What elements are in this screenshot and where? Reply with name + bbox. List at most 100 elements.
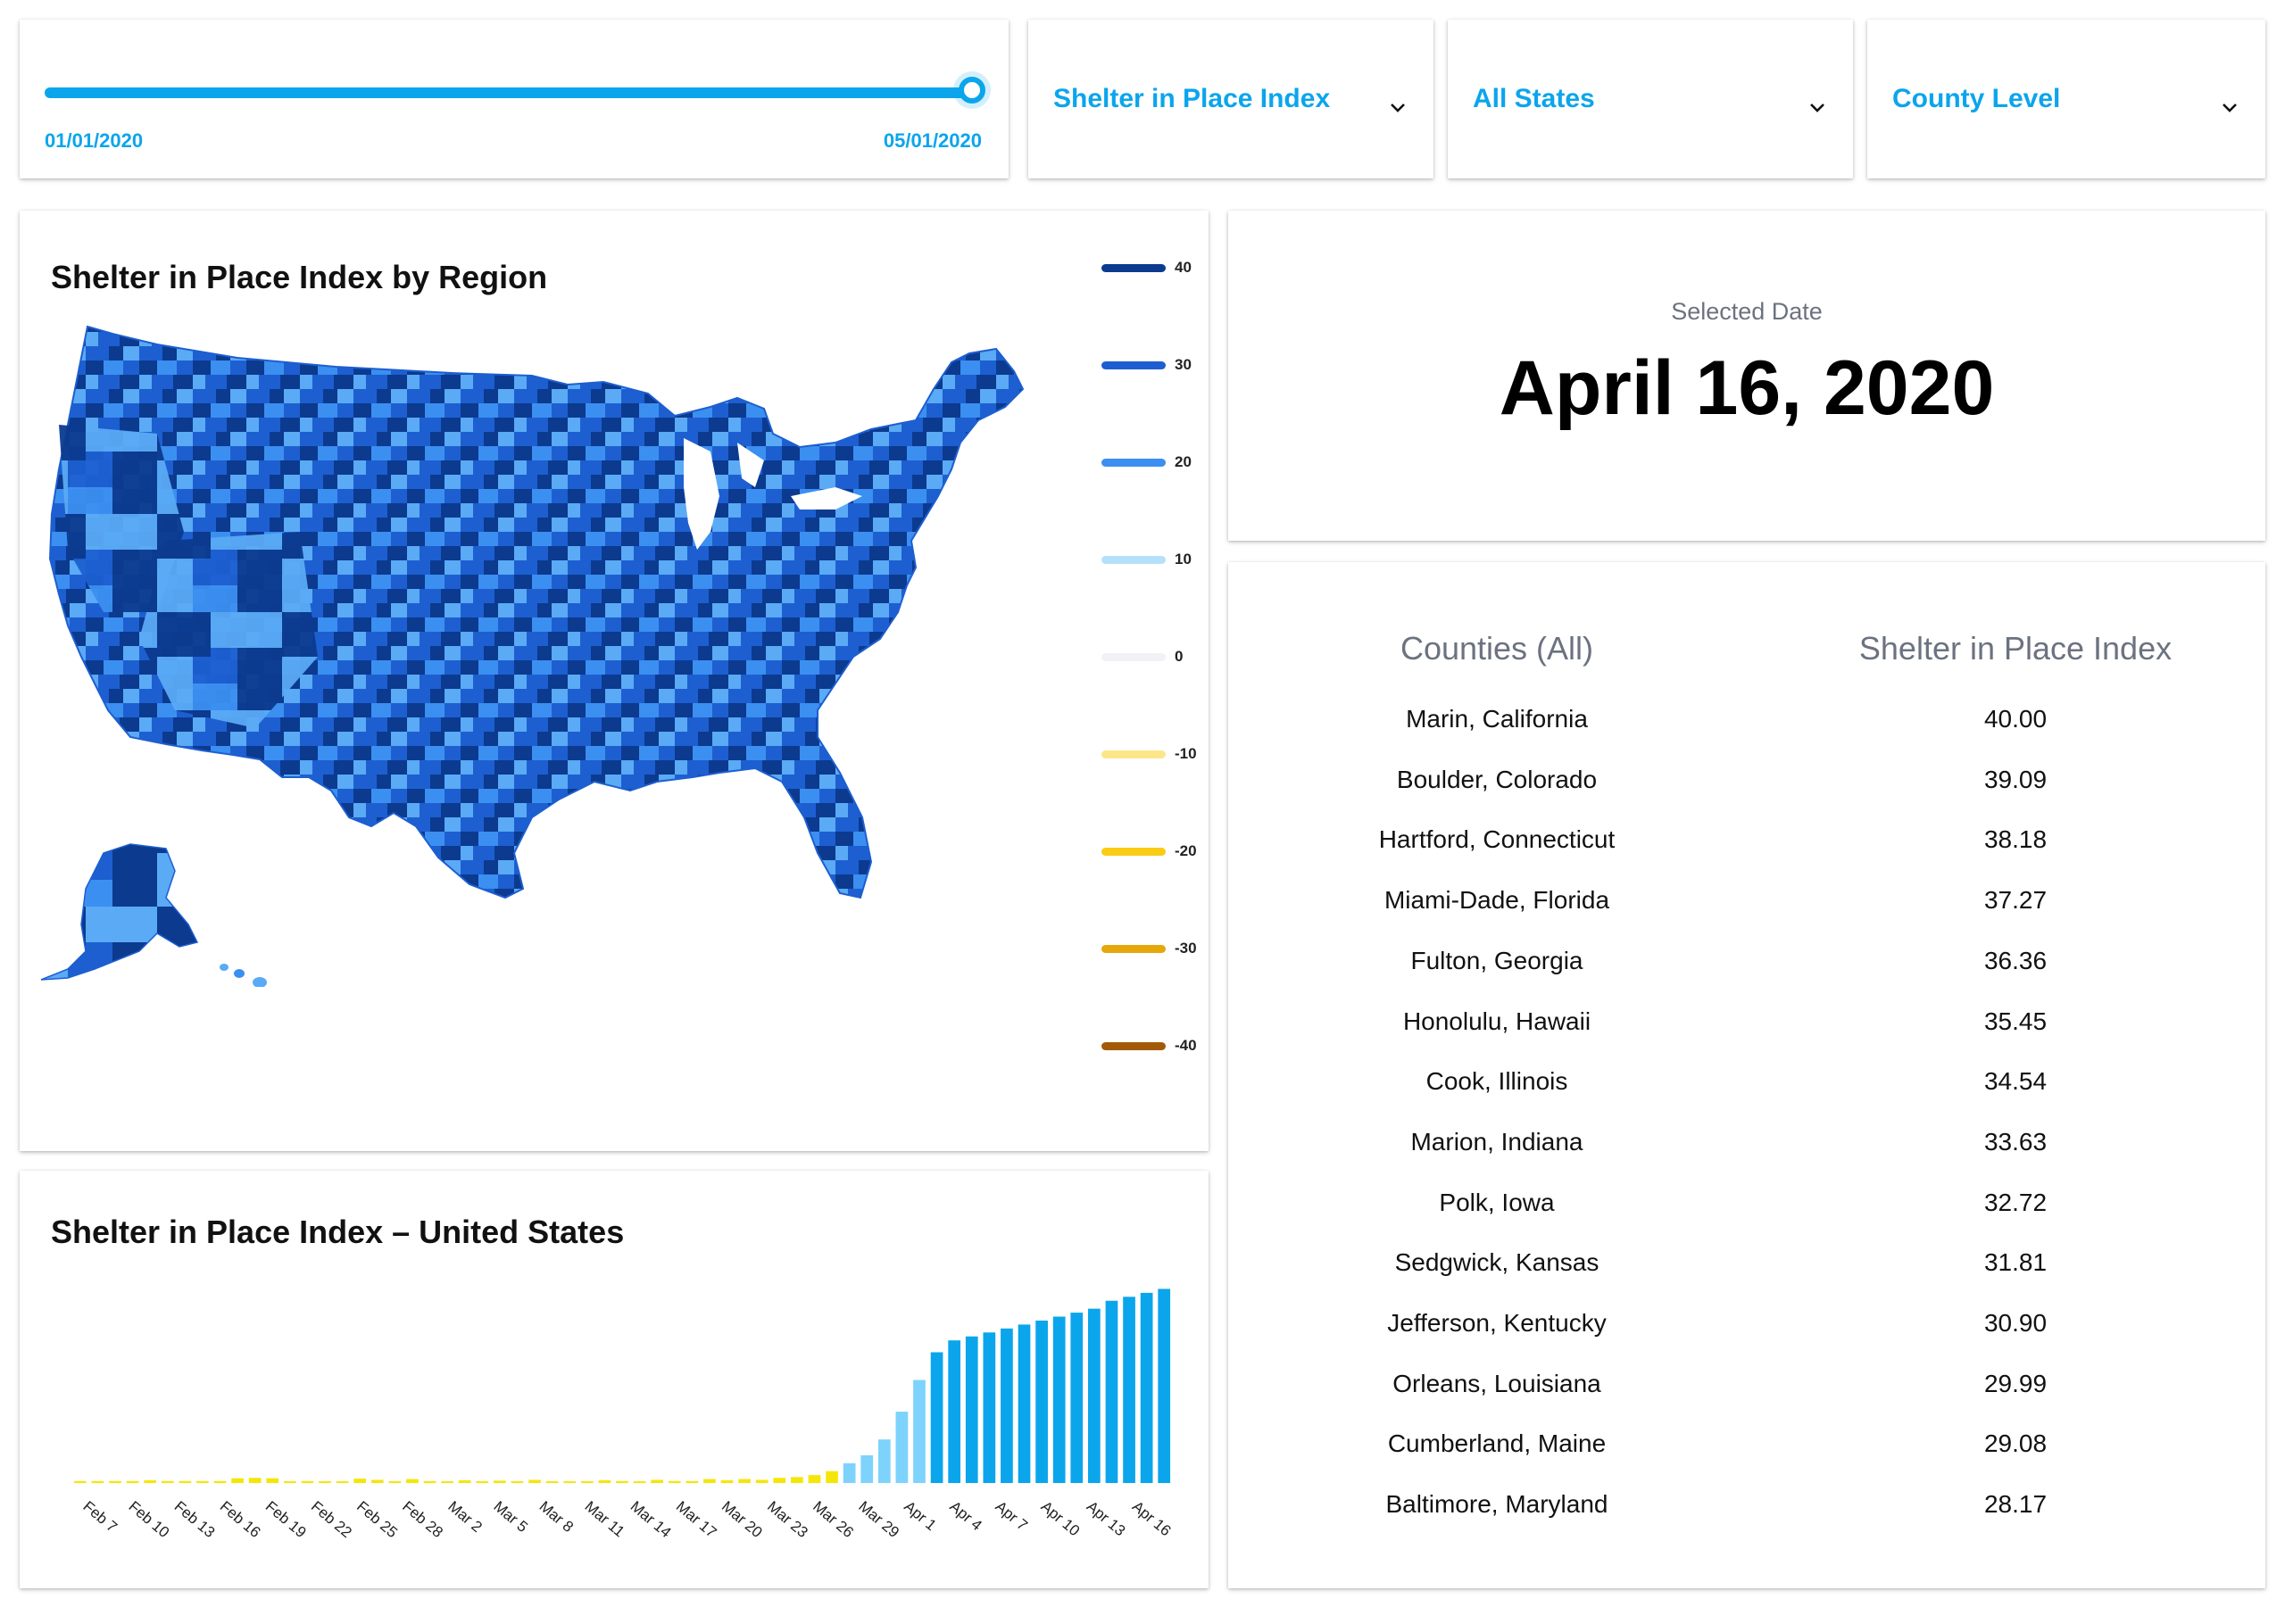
table-cell-county: Marin, California xyxy=(1406,705,1588,733)
level-dropdown[interactable]: County Level xyxy=(1867,20,2265,178)
chart-bar[interactable] xyxy=(266,1478,279,1483)
chart-bar[interactable] xyxy=(877,1439,891,1483)
chart-bar[interactable] xyxy=(458,1479,471,1483)
table-cell-county: Orleans, Louisiana xyxy=(1392,1369,1601,1397)
legend-item: 20 xyxy=(1101,453,1209,471)
chart-bar[interactable] xyxy=(1088,1308,1101,1483)
chart-bar[interactable] xyxy=(196,1480,209,1483)
chart-bar[interactable] xyxy=(616,1480,628,1483)
chart-bar[interactable] xyxy=(633,1481,646,1483)
x-tick-label: Apr 10 xyxy=(1038,1498,1084,1540)
state-dropdown[interactable]: All States xyxy=(1448,20,1853,178)
chart-bar[interactable] xyxy=(1140,1292,1153,1483)
chart-bar[interactable] xyxy=(1035,1320,1048,1483)
chart-bar[interactable] xyxy=(703,1479,716,1483)
chart-bar[interactable] xyxy=(179,1480,192,1483)
chart-bar[interactable] xyxy=(668,1480,681,1483)
legend-item: -20 xyxy=(1101,842,1209,860)
chart-bar[interactable] xyxy=(598,1479,611,1483)
chart-bar[interactable] xyxy=(965,1336,978,1483)
chart-bar[interactable] xyxy=(773,1478,786,1483)
legend-swatch xyxy=(1101,361,1166,369)
table-cell-index: 28.17 xyxy=(1983,1490,2048,1519)
chart-bar[interactable] xyxy=(353,1479,367,1483)
legend-swatch xyxy=(1101,945,1166,953)
chart-bar[interactable] xyxy=(441,1481,453,1483)
us-county-map[interactable] xyxy=(32,318,1103,987)
chart-bar[interactable] xyxy=(388,1481,402,1483)
chart-bar[interactable] xyxy=(720,1479,734,1483)
chart-bar[interactable] xyxy=(895,1412,909,1483)
chart-bar[interactable] xyxy=(563,1481,577,1483)
chart-bar[interactable] xyxy=(126,1480,139,1483)
chart-bar[interactable] xyxy=(913,1380,926,1483)
x-tick-label: Feb 10 xyxy=(126,1498,173,1542)
chart-bar[interactable] xyxy=(161,1480,174,1483)
chart-bar[interactable] xyxy=(1123,1297,1135,1483)
chart-bar[interactable] xyxy=(755,1479,769,1483)
chart-bar[interactable] xyxy=(948,1340,961,1483)
legend-item: 30 xyxy=(1101,356,1209,374)
chart-bar[interactable] xyxy=(511,1481,524,1483)
x-tick-label: Mar 14 xyxy=(627,1498,675,1542)
chart-bar[interactable] xyxy=(808,1475,821,1483)
level-dropdown-label: County Level xyxy=(1892,84,2061,113)
chart-bar[interactable] xyxy=(686,1480,699,1483)
chart-bar[interactable] xyxy=(545,1481,559,1483)
selected-date-value: April 16, 2020 xyxy=(1499,345,1995,431)
chart-bar[interactable] xyxy=(791,1477,803,1483)
metric-dropdown[interactable]: Shelter in Place Index xyxy=(1028,20,1433,178)
chart-bar[interactable] xyxy=(1052,1316,1066,1483)
state-dropdown-label: All States xyxy=(1473,84,1595,113)
chart-bar[interactable] xyxy=(336,1481,349,1483)
chart-bar[interactable] xyxy=(738,1479,751,1483)
chart-bar[interactable] xyxy=(494,1480,506,1483)
chart-bar[interactable] xyxy=(301,1480,314,1483)
chart-bar[interactable] xyxy=(930,1352,943,1483)
chart-bar[interactable] xyxy=(213,1480,227,1483)
table-cell-county: Sedgwick, Kansas xyxy=(1394,1248,1600,1277)
table-cell-index: 40.00 xyxy=(1983,705,2048,733)
chart-bar[interactable] xyxy=(528,1479,541,1483)
chart-bar[interactable] xyxy=(109,1480,121,1483)
chart-bar[interactable] xyxy=(370,1479,384,1483)
chart-bar[interactable] xyxy=(231,1478,244,1483)
date-range-slider-card: 01/01/2020 05/01/2020 xyxy=(20,20,1009,178)
slider-track[interactable] xyxy=(45,87,975,98)
chart-bar[interactable] xyxy=(860,1454,874,1483)
chart-bar[interactable] xyxy=(580,1481,594,1483)
chart-bar[interactable] xyxy=(651,1479,664,1483)
chart-bar[interactable] xyxy=(319,1481,331,1483)
chart-bar[interactable] xyxy=(826,1471,838,1483)
chart-bar[interactable] xyxy=(91,1480,104,1483)
column-header-counties: Counties (All) xyxy=(1400,630,1594,667)
chart-bar[interactable] xyxy=(1001,1328,1013,1483)
chart-bar[interactable] xyxy=(843,1462,856,1483)
legend-swatch xyxy=(1101,556,1166,564)
chart-bar[interactable] xyxy=(1158,1288,1171,1483)
chart-bar[interactable] xyxy=(144,1479,156,1483)
slider-start-date: 01/01/2020 xyxy=(45,129,144,152)
legend-item: -10 xyxy=(1101,745,1209,763)
slider-thumb[interactable] xyxy=(959,77,985,104)
x-tick-label: Mar 20 xyxy=(719,1498,766,1542)
chart-bar[interactable] xyxy=(248,1478,262,1483)
legend-label: -20 xyxy=(1175,842,1197,859)
chart-bar[interactable] xyxy=(283,1481,296,1483)
chart-bar[interactable] xyxy=(423,1480,436,1483)
legend-label: 40 xyxy=(1175,259,1192,276)
chart-bar[interactable] xyxy=(983,1332,996,1483)
chart-bar[interactable] xyxy=(1070,1313,1084,1483)
x-tick-label: Apr 4 xyxy=(946,1498,985,1535)
chart-bar[interactable] xyxy=(1105,1300,1118,1483)
chart-bar[interactable] xyxy=(406,1479,419,1483)
x-tick-label: Apr 16 xyxy=(1129,1498,1175,1540)
x-tick-label: Apr 7 xyxy=(993,1498,1031,1535)
chart-bar[interactable] xyxy=(73,1480,87,1483)
chart-bar[interactable] xyxy=(476,1481,489,1483)
chart-bar[interactable] xyxy=(1018,1324,1031,1483)
x-tick-label: Feb 19 xyxy=(262,1498,310,1542)
chart-title: Shelter in Place Index – United States xyxy=(51,1214,625,1250)
legend-swatch xyxy=(1101,459,1166,467)
